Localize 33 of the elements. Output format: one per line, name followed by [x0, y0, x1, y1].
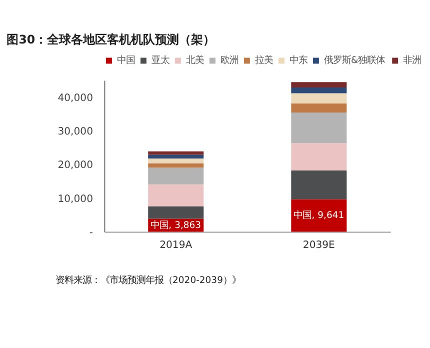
legend-label: 北美 — [186, 55, 204, 66]
y-tick-label: 20,000 — [58, 160, 93, 172]
legend-label: 拉美 — [254, 55, 273, 66]
y-tick-label: 40,000 — [58, 92, 93, 104]
bar — [291, 93, 347, 104]
y-tick-label: - — [89, 228, 94, 239]
bar — [291, 170, 347, 200]
bar — [148, 184, 204, 206]
bar — [148, 163, 204, 168]
legend-label: 俄罗斯&独联体 — [324, 55, 386, 66]
bar — [148, 158, 204, 164]
data-label: 中国, 9,641 — [294, 210, 344, 222]
chart-title: 图30：全球各地区客机机队预测（架） — [6, 32, 216, 46]
legend-label: 中国 — [116, 55, 135, 66]
legend-label: 亚太 — [151, 55, 170, 66]
legend-label: 中东 — [289, 55, 308, 66]
bar — [148, 168, 204, 184]
bar — [148, 206, 204, 219]
text: 资料来源：《市场预测年报（2020-2039）》 — [56, 275, 241, 286]
x-tick-label: 2019A — [160, 240, 192, 252]
legend-label: 欧洲 — [220, 55, 238, 66]
bar — [291, 82, 347, 88]
bar — [291, 112, 347, 144]
y-tick-label: 30,000 — [58, 126, 93, 138]
bar — [291, 88, 347, 94]
bar — [291, 103, 347, 112]
x-tick-label: 2039E — [302, 240, 335, 252]
y-tick-label: 10,000 — [58, 194, 93, 205]
bar — [148, 154, 204, 158]
legend-label: 非洲 — [403, 55, 422, 66]
bar — [291, 143, 347, 170]
bar — [148, 151, 204, 155]
data-label: 中国, 3,863 — [150, 220, 202, 231]
